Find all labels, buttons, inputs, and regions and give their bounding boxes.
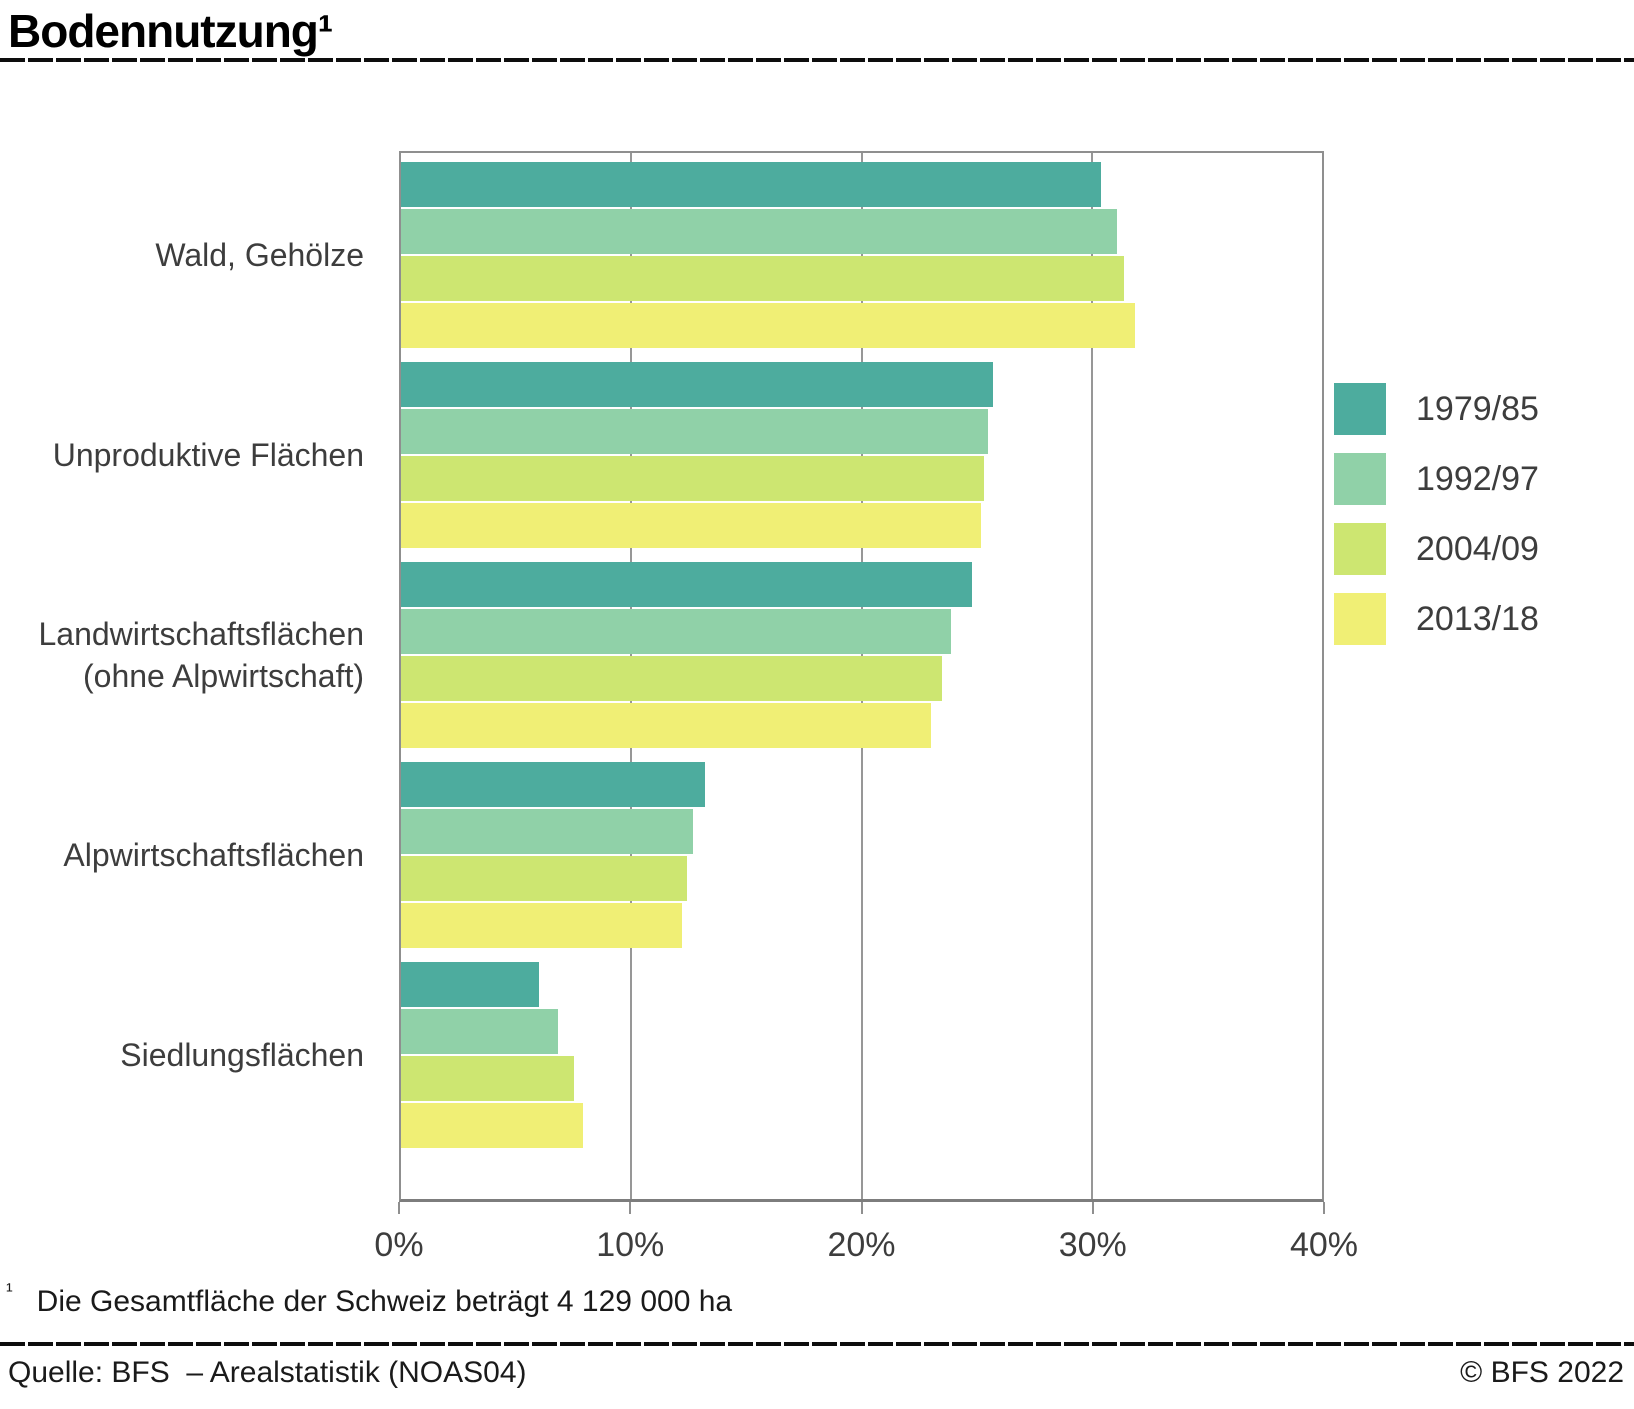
bar-2004-09 <box>401 256 1124 301</box>
category-label: Landwirtschaftsflächen (ohne Alpwirtscha… <box>38 616 364 694</box>
bar-2013-18 <box>401 1103 583 1148</box>
bar-1979-85 <box>401 162 1101 207</box>
legend-swatch-icon <box>1334 523 1386 575</box>
legend-swatch-icon <box>1334 453 1386 505</box>
footnote: ¹ Die Gesamtfläche der Schweiz beträgt 4 … <box>6 1280 732 1319</box>
bar-1979-85 <box>401 762 705 807</box>
bar-1979-85 <box>401 362 993 407</box>
bar-2013-18 <box>401 903 682 948</box>
page-title: Bodennutzung¹ <box>8 5 333 57</box>
footnote-marker: ¹ <box>6 1280 13 1302</box>
footnote-text: Die Gesamtfläche der Schweiz beträgt 4 1… <box>36 1285 733 1318</box>
bar-2013-18 <box>401 303 1136 348</box>
bar-2004-09 <box>401 656 943 701</box>
legend-label: 2013/18 <box>1416 599 1539 638</box>
axis-tick-10 <box>629 1202 632 1214</box>
source-text: Quelle: BFS – Arealstatistik (NOAS04) <box>8 1356 527 1389</box>
bar-2004-09 <box>401 856 687 901</box>
x-tick-label: 10% <box>596 1226 665 1264</box>
legend-label: 1979/85 <box>1416 389 1539 428</box>
footer-separator-line <box>0 1342 1634 1346</box>
plot-area <box>399 151 1324 1202</box>
category-label: Unproduktive Flächen <box>52 437 364 473</box>
footer: Quelle: BFS – Arealstatistik (NOAS04) © … <box>8 1356 1624 1390</box>
legend-swatch-icon <box>1334 593 1386 645</box>
bar-2013-18 <box>401 503 982 548</box>
category-label: Wald, Gehölze <box>155 237 364 273</box>
axis-tick-20 <box>860 1202 863 1214</box>
bar-1992-97 <box>401 1009 558 1054</box>
legend-label: 1992/97 <box>1416 459 1539 498</box>
bar-1979-85 <box>401 962 540 1007</box>
x-tick-label: 30% <box>1058 1226 1127 1264</box>
x-tick-label: 0% <box>374 1226 424 1264</box>
x-tick-label: 20% <box>827 1226 896 1264</box>
legend-item: 1992/97 <box>1334 453 1539 505</box>
axis-tick-0 <box>398 1202 400 1214</box>
legend-swatch-icon <box>1334 383 1386 435</box>
axis-tick-30 <box>1091 1202 1094 1214</box>
x-tick-label: 40% <box>1289 1226 1359 1264</box>
category-label: Siedlungsflächen <box>120 1037 364 1073</box>
bar-1992-97 <box>401 809 694 854</box>
legend: 1979/85 1992/97 2004/09 2013/18 <box>1334 383 1539 663</box>
category-label: Alpwirtschaftsflächen <box>63 837 364 873</box>
legend-item: 2004/09 <box>1334 523 1539 575</box>
bar-1992-97 <box>401 609 952 654</box>
bar-1992-97 <box>401 209 1118 254</box>
bar-2013-18 <box>401 703 931 748</box>
gridline-30 <box>1090 153 1093 1199</box>
title-separator-line <box>0 58 1634 62</box>
legend-label: 2004/09 <box>1416 529 1539 568</box>
bar-2004-09 <box>401 1056 574 1101</box>
axis-tick-40 <box>1323 1202 1325 1214</box>
bar-1992-97 <box>401 409 989 454</box>
bar-2004-09 <box>401 456 984 501</box>
legend-item: 2013/18 <box>1334 593 1539 645</box>
legend-item: 1979/85 <box>1334 383 1539 435</box>
bar-1979-85 <box>401 562 973 607</box>
copyright-text: © BFS 2022 <box>1460 1356 1624 1389</box>
